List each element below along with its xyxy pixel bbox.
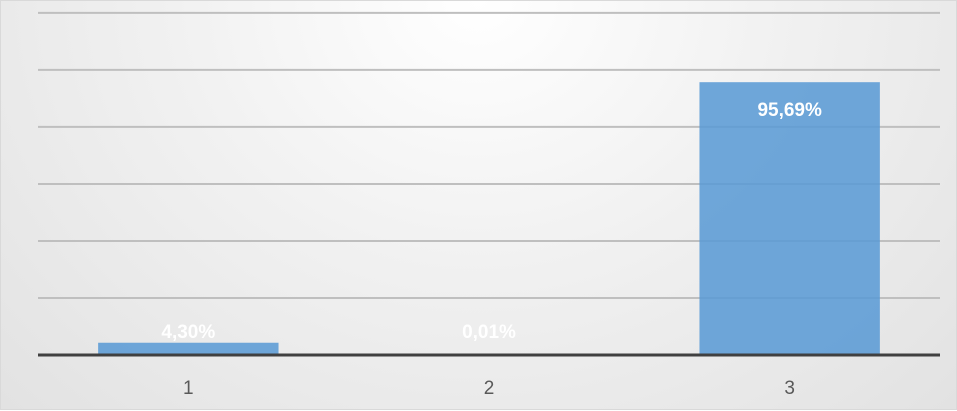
- data-label-2: 0,01%: [462, 322, 516, 343]
- bars: [98, 82, 880, 355]
- x-tick-label-1: 1: [183, 378, 194, 399]
- x-tick-labels: 1 2 3: [183, 378, 795, 399]
- bar-3: [699, 82, 879, 355]
- data-label-1: 4,30%: [161, 322, 215, 343]
- bar-1: [98, 343, 278, 355]
- x-tick-label-2: 2: [484, 378, 495, 399]
- data-label-3: 95,69%: [757, 100, 822, 121]
- x-tick-label-3: 3: [784, 378, 795, 399]
